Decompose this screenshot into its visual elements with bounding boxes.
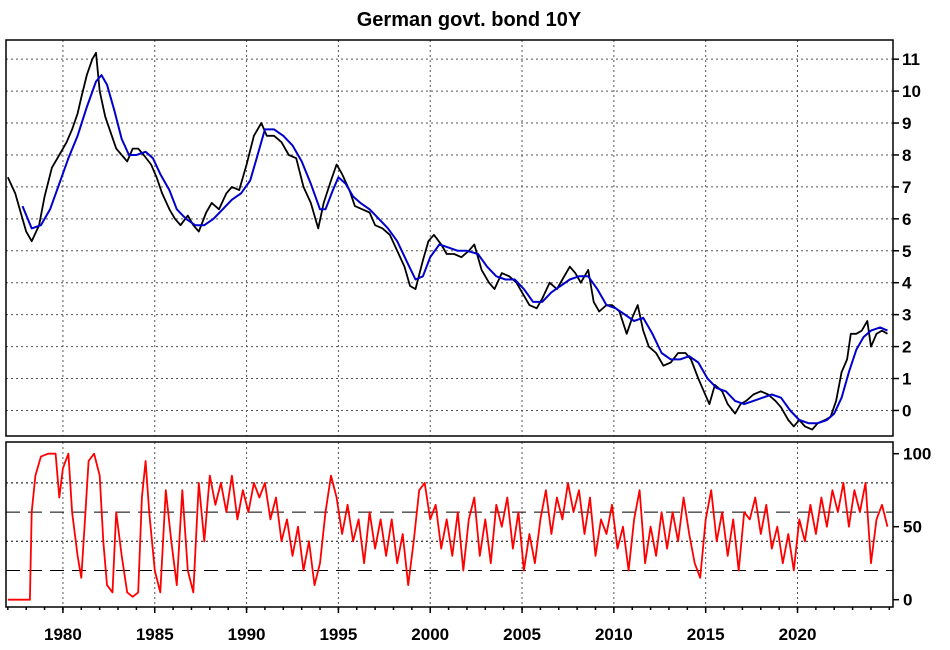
x-axis: 1980 1985 1990 1995 2000 2005 2010 2015 2020	[7, 607, 891, 644]
bond-yield-y-axis: 0 1 2 3 4 5 6 7 8 9 10 11	[893, 50, 921, 420]
bond-yield-series	[6, 51, 888, 431]
y-tick-label: 10	[902, 82, 921, 101]
x-tick-label: 1985	[136, 625, 174, 644]
x-tick-label: 2020	[779, 625, 817, 644]
x-tick-label: 1980	[44, 625, 82, 644]
bond-yield-panel: 0 1 2 3 4 5 6 7 8 9 10 11	[5, 39, 921, 437]
x-tick-label: 1995	[319, 625, 357, 644]
y-tick-label: 7	[902, 178, 911, 197]
y-tick-label: 6	[902, 210, 911, 229]
yield-series-line	[6, 51, 888, 431]
x-tick-label: 2015	[687, 625, 725, 644]
bond-yield-grid	[6, 40, 893, 436]
y-tick-label: 8	[902, 146, 911, 165]
x-tick-label: 2010	[595, 625, 633, 644]
bond-yield-frame	[5, 39, 894, 437]
oscillator-panel: 0 50 100	[5, 441, 931, 610]
oscillator-series	[7, 452, 889, 601]
y-tick-label: 0	[903, 591, 912, 610]
y-tick-label: 4	[902, 274, 912, 293]
y-tick-label: 50	[903, 518, 922, 537]
chart-title: German govt. bond 10Y	[357, 9, 582, 31]
y-tick-label: 2	[902, 338, 911, 357]
y-tick-label: 9	[902, 114, 911, 133]
y-tick-label: 1	[902, 370, 911, 389]
x-tick-label: 2005	[503, 625, 541, 644]
oscillator-frame	[5, 441, 894, 608]
y-tick-label: 11	[902, 50, 920, 69]
oscillator-y-axis: 0 50 100	[893, 445, 931, 610]
y-tick-label: 5	[902, 242, 911, 261]
y-tick-label: 100	[903, 445, 931, 464]
moving-average-line	[21, 74, 888, 425]
x-tick-label: 1990	[228, 625, 266, 644]
y-tick-label: 3	[902, 306, 911, 325]
y-tick-label: 0	[902, 401, 911, 420]
oscillator-line	[7, 452, 889, 601]
x-tick-label: 2000	[411, 625, 449, 644]
